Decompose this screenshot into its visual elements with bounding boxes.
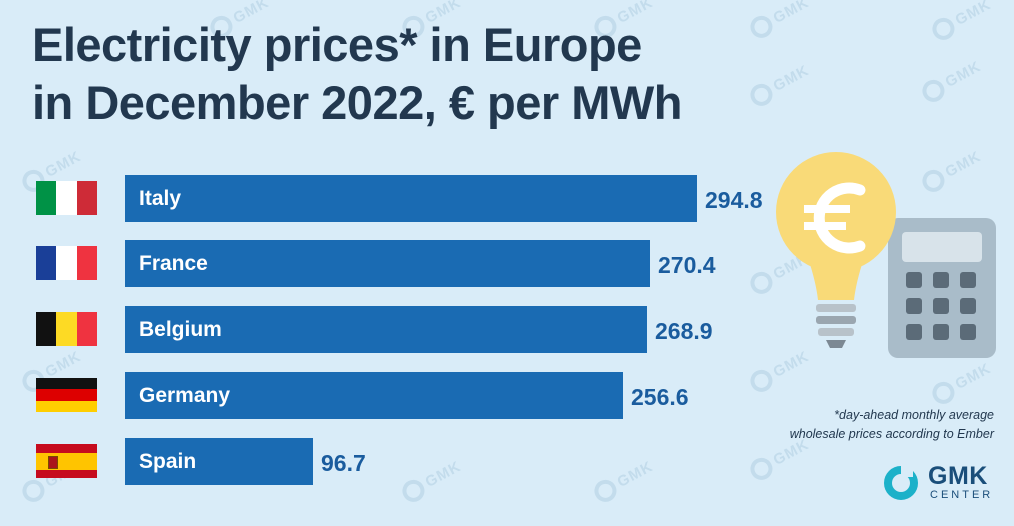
bar-label-france: France bbox=[139, 252, 208, 275]
euro-lightbulb-icon bbox=[776, 152, 896, 348]
logo-name: GMK bbox=[928, 462, 988, 490]
bar-france: France bbox=[125, 240, 650, 287]
france-flag-icon bbox=[36, 246, 97, 280]
bar-row-belgium: Belgium 268.9 bbox=[0, 306, 790, 356]
value-label-italy: 294.8 bbox=[705, 187, 763, 213]
bar-germany: Germany bbox=[125, 372, 623, 419]
gmk-logo-icon: GMK CENTER bbox=[884, 462, 996, 502]
bar-row-italy: Italy 294.8 bbox=[0, 175, 790, 225]
bar-row-spain: Spain 96.7 bbox=[0, 438, 790, 488]
bar-italy: Italy bbox=[125, 175, 697, 222]
watermark: GMK bbox=[746, 60, 814, 110]
bar-spain: Spain bbox=[125, 438, 313, 485]
bar-label-spain: Spain bbox=[139, 450, 197, 473]
title-line-1: Electricity prices* in Europe bbox=[32, 18, 642, 71]
bar-label-belgium: Belgium bbox=[139, 318, 222, 341]
watermark: GMK bbox=[746, 0, 814, 42]
germany-flag-icon bbox=[36, 378, 97, 412]
logo-subtitle: CENTER bbox=[930, 489, 994, 501]
watermark: GMK bbox=[918, 56, 986, 106]
calculator-icon bbox=[888, 218, 996, 358]
bar-label-italy: Italy bbox=[139, 187, 182, 210]
illustration bbox=[776, 152, 996, 358]
bar-row-france: France 270.4 bbox=[0, 240, 790, 290]
italy-flag-icon bbox=[36, 181, 97, 215]
bar-row-germany: Germany 256.6 bbox=[0, 372, 790, 422]
watermark: GMK bbox=[928, 0, 996, 44]
footnote-line-1: *day-ahead monthly average bbox=[834, 408, 994, 422]
bar-belgium: Belgium bbox=[125, 306, 647, 353]
value-label-germany: 256.6 bbox=[631, 384, 689, 410]
bar-label-germany: Germany bbox=[139, 384, 231, 407]
value-label-spain: 96.7 bbox=[321, 450, 366, 476]
value-label-france: 270.4 bbox=[658, 252, 716, 278]
logo-ring-icon bbox=[884, 465, 918, 500]
spain-flag-icon bbox=[36, 444, 97, 478]
title-line-2: in December 2022, € per MWh bbox=[32, 76, 682, 129]
value-label-belgium: 268.9 bbox=[655, 318, 713, 344]
footnote-line-2: wholesale prices according to Ember bbox=[789, 427, 994, 441]
footnote: *day-ahead monthly average wholesale pri… bbox=[790, 406, 994, 444]
belgium-flag-icon bbox=[36, 312, 97, 346]
chart-title: Electricity prices* in Europe in Decembe… bbox=[32, 16, 682, 132]
